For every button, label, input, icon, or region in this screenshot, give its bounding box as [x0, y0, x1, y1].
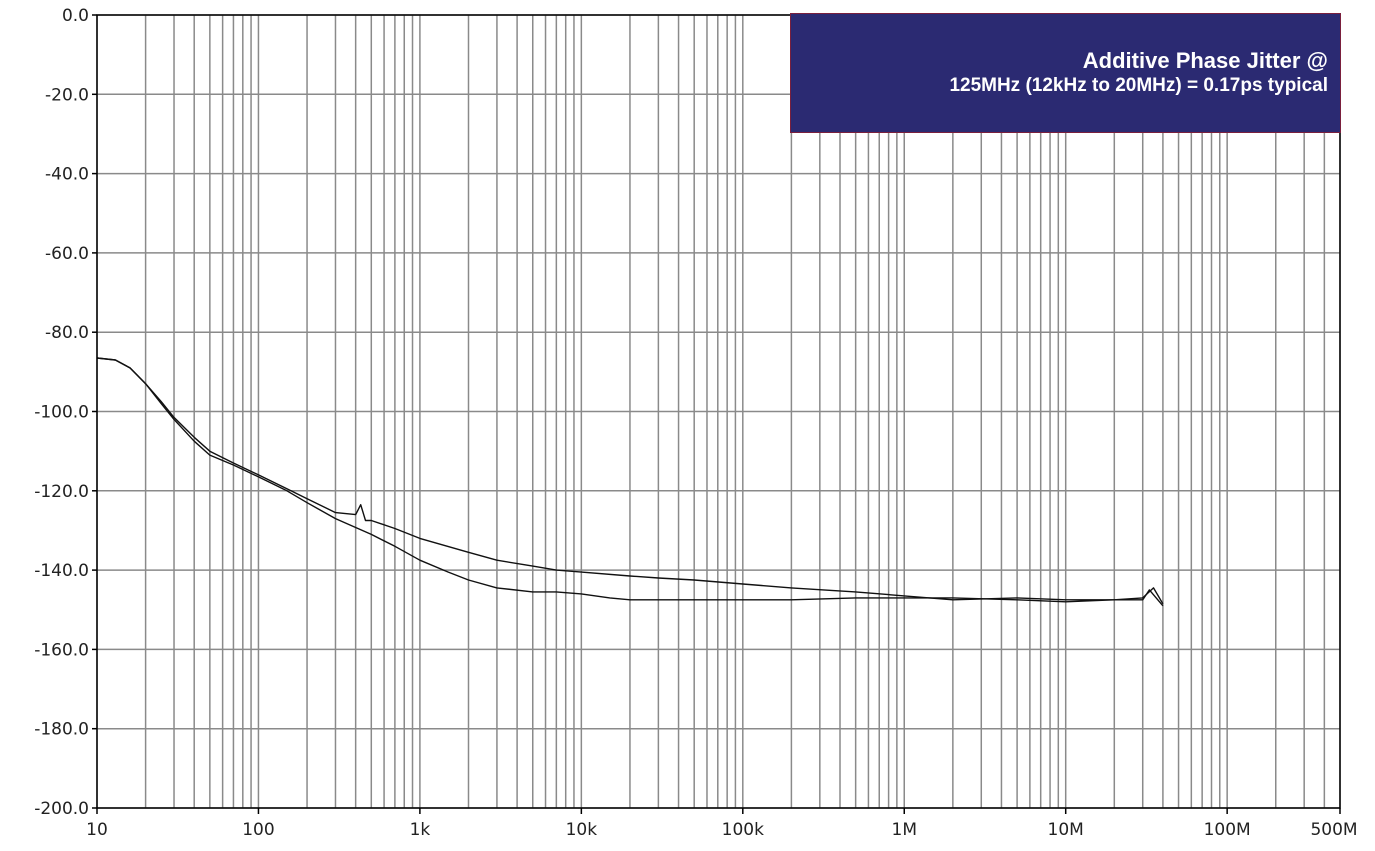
y-tick-label: -40.0	[45, 165, 89, 185]
x-tick-label: 1M	[892, 820, 917, 840]
x-tick-label: 100M	[1204, 820, 1251, 840]
x-tick-label: 1k	[410, 820, 431, 840]
grid-lines	[96, 14, 1341, 809]
y-tick-label: -100.0	[34, 403, 89, 423]
annotation-line-1: Additive Phase Jitter @	[1082, 48, 1328, 73]
y-tick-label: -20.0	[45, 85, 89, 105]
x-tick-label: 100	[242, 820, 274, 840]
annotation-box: Additive Phase Jitter @ 125MHz (12kHz to…	[790, 13, 1341, 133]
y-tick-label: -160.0	[34, 640, 89, 660]
series-line-1	[96, 357, 1164, 607]
x-tick-label: 10	[86, 820, 108, 840]
y-tick-label: 0.0	[62, 6, 89, 26]
y-tick-label: -140.0	[34, 561, 89, 581]
y-tick-label: -200.0	[34, 799, 89, 819]
y-tick-label: -80.0	[45, 323, 89, 343]
y-tick-label: -60.0	[45, 244, 89, 264]
x-tick-label: 10k	[566, 820, 598, 840]
x-tick-label: 10M	[1048, 820, 1084, 840]
x-tick-label: 100k	[722, 820, 764, 840]
y-tick-label: -180.0	[34, 720, 89, 740]
series-line-2	[96, 357, 1164, 605]
annotation-line-2: 125MHz (12kHz to 20MHz) = 0.17ps typical	[949, 75, 1328, 96]
y-tick-label: -120.0	[34, 482, 89, 502]
data-series	[96, 357, 1164, 607]
x-tick-label: 500M	[1310, 820, 1357, 840]
tick-labels: 0.0 -20.0 -40.0 -60.0 -80.0 -100.0 -120.0 -140.…	[34, 6, 1357, 840]
